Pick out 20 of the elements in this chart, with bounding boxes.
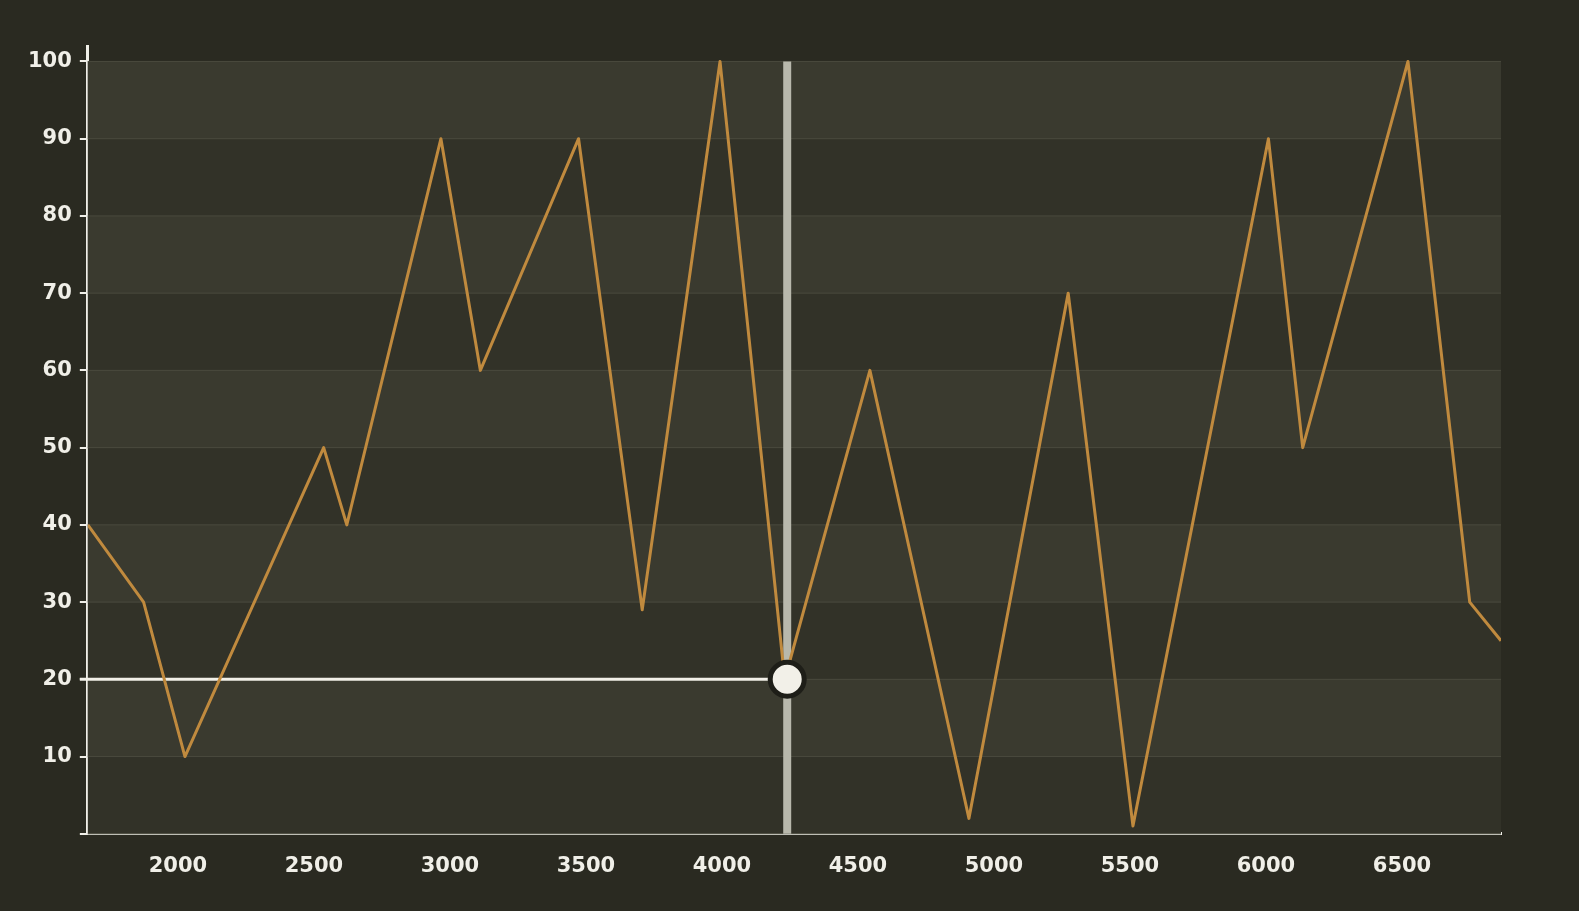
x-tick-label: 2000 bbox=[148, 852, 208, 877]
x-tick-label: 6000 bbox=[1236, 852, 1296, 877]
y-tick-label: 10 bbox=[42, 743, 72, 768]
x-tick-label: 4000 bbox=[692, 852, 752, 877]
y-tick-label: 30 bbox=[42, 588, 72, 613]
x-tick-label: 5000 bbox=[964, 852, 1024, 877]
y-tick-label: 60 bbox=[42, 356, 72, 381]
y-tick-label: 80 bbox=[42, 202, 72, 227]
x-tick-label: 6500 bbox=[1372, 852, 1432, 877]
y-tick-label: 40 bbox=[42, 511, 72, 536]
x-tick-label: 4500 bbox=[828, 852, 888, 877]
x-tick-label: 2500 bbox=[284, 852, 344, 877]
y-tick-label: 70 bbox=[42, 279, 72, 304]
y-tick-label: 100 bbox=[27, 47, 72, 72]
x-tick-label: 3000 bbox=[420, 852, 480, 877]
y-tick-label: 50 bbox=[42, 434, 72, 459]
x-tick-label: 5500 bbox=[1100, 852, 1160, 877]
y-tick-label: 90 bbox=[42, 125, 72, 150]
x-tick-label: 3500 bbox=[556, 852, 616, 877]
y-tick-label: 20 bbox=[42, 665, 72, 690]
